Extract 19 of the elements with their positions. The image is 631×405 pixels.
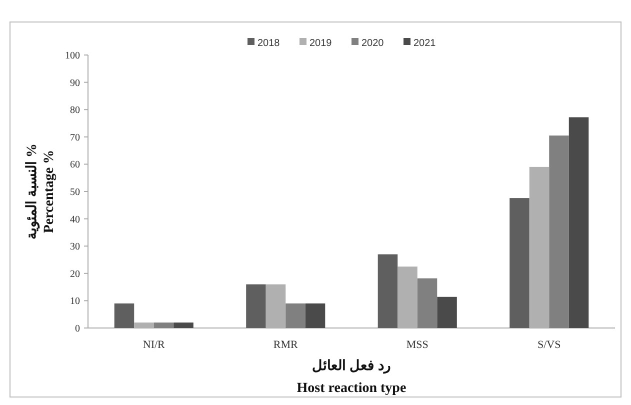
legend-label: 2021 [414,38,436,49]
y-tick-label: 30 [70,242,80,253]
y-tick-label: 10 [70,296,80,308]
y-tick-label: 40 [70,214,80,226]
y-tick-label: 70 [70,132,80,144]
y-tick-label: 100 [65,50,80,62]
legend-label: 2020 [362,38,384,49]
y-tick-label: 0 [75,324,80,334]
y-tick-label: 80 [70,105,80,116]
y-tick-label: 60 [70,160,80,171]
y-tick-label: 20 [70,268,80,280]
legend-label: 2018 [258,38,280,49]
y-tick-label: 90 [70,78,80,89]
x-tick-label: MSS [406,339,428,351]
x-tick-label: RMR [273,339,299,351]
y-tick-label: 50 [70,187,80,198]
x-tick-label: NI/R [142,339,166,351]
legend-label: 2019 [310,38,332,49]
x-tick-label: S/VS [538,339,561,351]
